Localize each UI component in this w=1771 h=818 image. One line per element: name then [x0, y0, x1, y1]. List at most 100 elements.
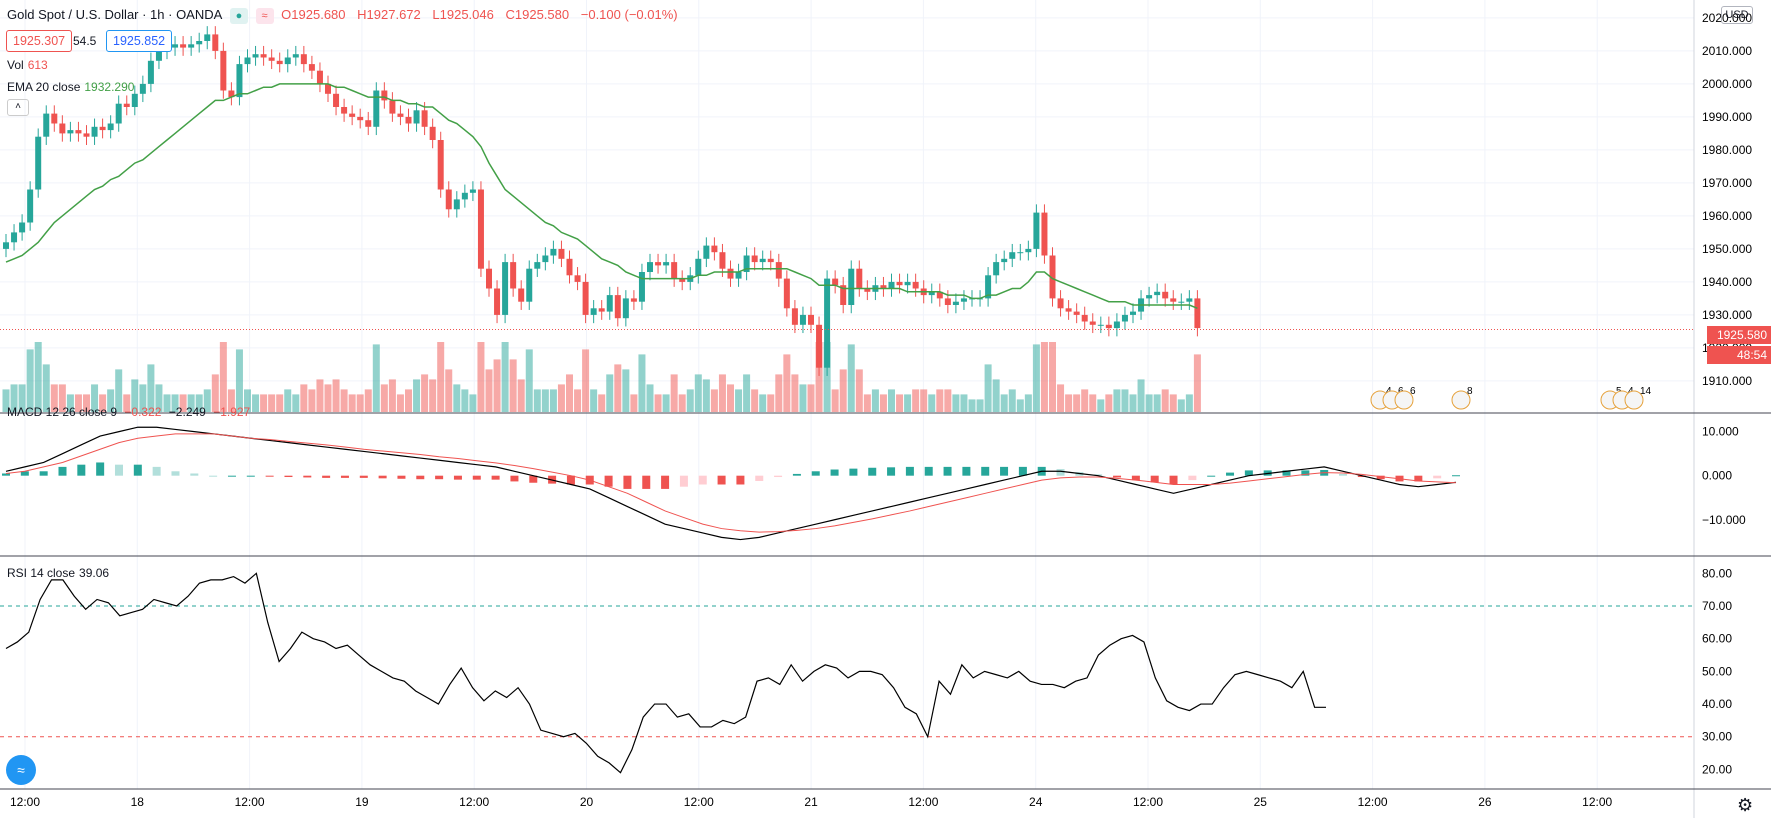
- candle-body: [1105, 324, 1112, 329]
- volume-bar: [863, 394, 871, 412]
- candle-body: [1097, 324, 1104, 326]
- price-tick-label: 1970.000: [1702, 176, 1752, 190]
- ohlc-change: −0.100 (−0.01%): [580, 7, 678, 22]
- volume-bar: [163, 394, 171, 412]
- macd-histogram-bar: [39, 471, 48, 476]
- bid-price-button[interactable]: 1925.307: [6, 30, 73, 52]
- compare-icon[interactable]: ≈: [255, 8, 274, 24]
- volume-bar: [99, 394, 107, 412]
- candle-body: [486, 268, 492, 289]
- volume-bar: [332, 379, 340, 412]
- volume-bar: [952, 394, 960, 412]
- candle-body: [131, 93, 138, 107]
- candle-body: [655, 262, 662, 266]
- candle-body: [840, 285, 847, 305]
- macd-histogram-bar: [1188, 475, 1197, 481]
- candle-body: [542, 255, 549, 263]
- event-count-label: 6: [1410, 386, 1416, 397]
- macd-histogram-bar: [698, 475, 707, 485]
- volume-bar: [1040, 342, 1048, 412]
- price-axis-ticks: 1910.0001920.0001930.0001940.0001950.000…: [1702, 11, 1752, 776]
- volume-bar: [396, 394, 404, 412]
- macd-legend[interactable]: MACD 12 26 close 9 −0.322 −2.249 −1.927: [7, 405, 251, 419]
- volume-bar: [453, 384, 461, 412]
- candle-body: [574, 275, 581, 282]
- macd-histogram-bar: [133, 464, 142, 476]
- ohlc-low: L1925.046: [432, 7, 494, 22]
- macd-histogram-bar: [1357, 475, 1366, 478]
- time-axis-ticks: 12:00 18 12:00 19 12:00 20 12:00 21 12:00 24 12:00…: [10, 795, 1613, 809]
- rsi-tick-label: 30.00: [1702, 730, 1732, 744]
- candlestick-series: [3, 26, 1201, 376]
- macd-histogram-bar: [1113, 475, 1122, 478]
- candle-body: [944, 298, 951, 305]
- macd-histogram-bar: [20, 471, 29, 476]
- volume-bar: [195, 394, 203, 412]
- volume-bar: [1097, 399, 1105, 412]
- event-flag-icon: [1394, 390, 1414, 410]
- candle-body: [381, 90, 388, 101]
- volume-bar: [783, 354, 791, 412]
- event-count-label: 14: [1640, 386, 1652, 397]
- candle-body: [743, 255, 750, 272]
- macd-histogram-bar: [171, 471, 180, 476]
- volume-bar: [992, 379, 1000, 412]
- eye-icon[interactable]: ●: [229, 8, 248, 24]
- macd-histogram-bar: [303, 475, 312, 478]
- ask-price-button[interactable]: 1925.852: [106, 30, 173, 52]
- volume-bar: [26, 349, 34, 412]
- collapse-legend-button[interactable]: ˄: [7, 99, 29, 116]
- price-tick-label: 2000.000: [1702, 77, 1752, 91]
- macd-histogram-bar: [96, 462, 105, 476]
- macd-histogram-bar: [981, 466, 990, 476]
- candle-body: [300, 54, 307, 65]
- volume-bar: [751, 389, 759, 412]
- candle-body: [494, 288, 501, 315]
- macd-histogram-bar: [284, 475, 293, 478]
- time-tick-label: 21: [804, 795, 818, 809]
- macd-histogram-bar: [623, 475, 632, 489]
- candle-body: [775, 262, 782, 279]
- candle-body: [35, 136, 42, 190]
- volume-bar: [388, 379, 396, 412]
- candle-body: [1113, 321, 1120, 329]
- macd-histogram-bar: [1414, 475, 1423, 482]
- volume-bar: [292, 394, 300, 412]
- volume-legend[interactable]: Vol 613: [7, 58, 48, 72]
- macd-histogram-bar: [943, 466, 952, 476]
- settings-gear-icon[interactable]: ⚙: [1737, 795, 1754, 815]
- candle-body: [735, 272, 742, 279]
- volume-bar: [1177, 399, 1185, 412]
- symbol-legend: Gold Spot / U.S. Dollar · 1h · OANDA ● ≈…: [7, 7, 682, 24]
- time-tick-label: 20: [580, 795, 594, 809]
- volume-bar: [686, 389, 694, 412]
- candle-body: [791, 308, 798, 325]
- volume-bar: [10, 384, 18, 412]
- candle-body: [1081, 314, 1088, 322]
- volume-bar: [74, 394, 82, 412]
- symbol-title[interactable]: Gold Spot / U.S. Dollar · 1h · OANDA: [7, 7, 223, 22]
- volume-bar: [823, 342, 831, 412]
- volume-bars: [2, 342, 1201, 412]
- currency-button[interactable]: USD: [1721, 6, 1753, 24]
- macd-histogram-bar: [679, 475, 688, 487]
- macd-tick-label: 0.000: [1702, 469, 1732, 483]
- candle-body: [558, 248, 565, 259]
- macd-histogram-bar: [755, 475, 764, 481]
- volume-bar: [316, 379, 324, 412]
- candle-body: [260, 54, 267, 58]
- volume-bar: [91, 384, 99, 412]
- volume-bar: [1089, 394, 1097, 412]
- macd-histogram-bar: [924, 466, 933, 476]
- tradingview-logo-icon[interactable]: ≈: [6, 755, 36, 785]
- time-tick-label: 24: [1029, 795, 1043, 809]
- candle-body: [1130, 311, 1136, 315]
- rsi-legend[interactable]: RSI 14 close 39.06: [7, 566, 110, 580]
- volume-bar: [58, 384, 66, 412]
- ema-legend[interactable]: EMA 20 close 1932.290: [7, 80, 135, 94]
- volume-bar: [541, 389, 549, 412]
- price-tick-label: 2010.000: [1702, 44, 1752, 58]
- volume-bar: [557, 384, 565, 412]
